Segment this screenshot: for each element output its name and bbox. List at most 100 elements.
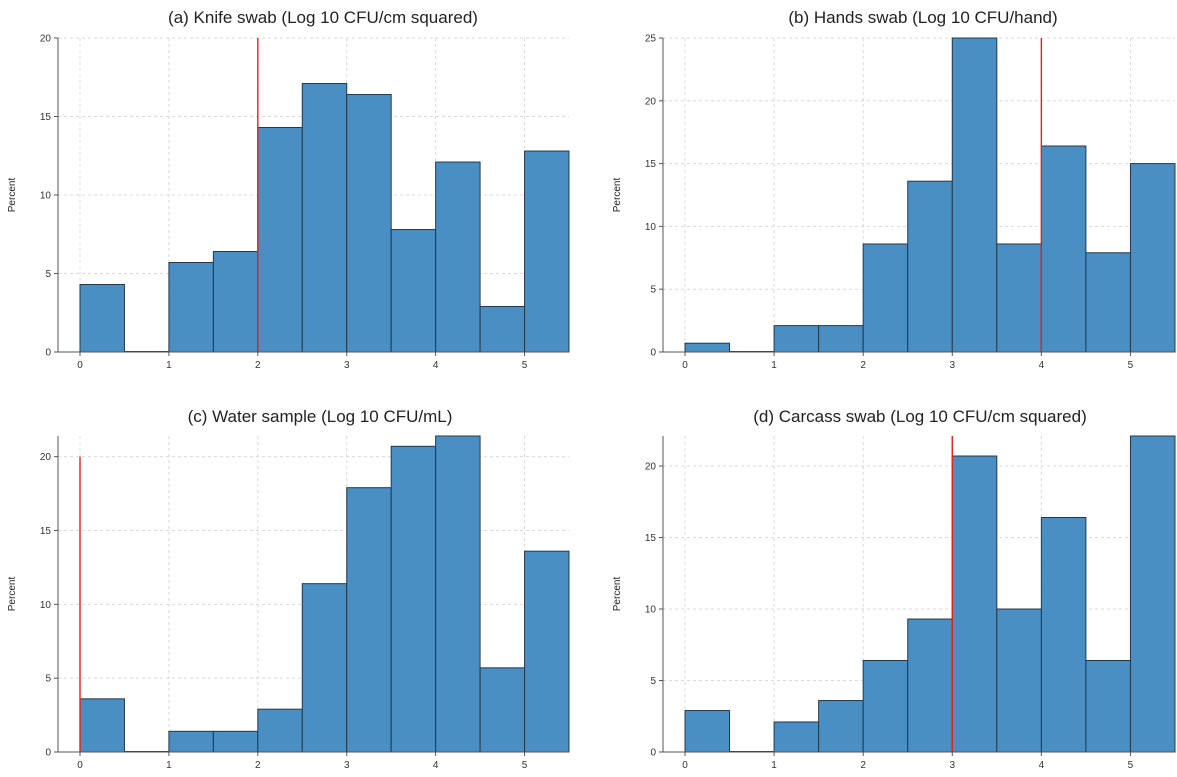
panel-c-bar bbox=[301, 583, 348, 753]
panel-d-xtick-label: 3 bbox=[949, 760, 955, 771]
panel-d-bar bbox=[818, 700, 864, 753]
panel-b-bar bbox=[773, 325, 820, 353]
panel-c-bar bbox=[390, 445, 437, 753]
panel-a-bar bbox=[257, 126, 303, 353]
panel-d-xtick-label: 2 bbox=[860, 760, 866, 771]
panel-d-xtick-label: 5 bbox=[1128, 760, 1134, 771]
panel-d-xtick-label: 1 bbox=[771, 760, 777, 771]
panel-b-title: (b) Hands swab (Log 10 CFU/hand) bbox=[788, 8, 1057, 27]
panel-d-bar bbox=[1040, 517, 1087, 753]
panel-a-bar bbox=[79, 283, 125, 353]
panel-c-xtick-label: 0 bbox=[77, 760, 83, 771]
panel-a-xtick-label: 5 bbox=[522, 360, 528, 371]
panel-c: (c) Water sample (Log 10 CFU/mL) Percent… bbox=[7, 407, 570, 771]
panel-b-bar bbox=[862, 243, 909, 353]
panel-d-xtick-label: 4 bbox=[1039, 760, 1045, 771]
panel-c-title: (c) Water sample (Log 10 CFU/mL) bbox=[188, 407, 453, 426]
panel-d-bar bbox=[773, 721, 820, 753]
panel-a-bar bbox=[301, 83, 348, 353]
panel-c-bar bbox=[524, 550, 570, 753]
panel-c-bar bbox=[212, 730, 259, 753]
panel-a-ylabel: Percent bbox=[7, 178, 18, 213]
panel-d-bar bbox=[862, 659, 909, 753]
panel-d-ytick-label: 10 bbox=[645, 605, 657, 616]
panel-a-ytick-label: 15 bbox=[40, 112, 52, 123]
panel-d-bars bbox=[684, 435, 1176, 753]
panel-d-axes: 0 5 10 15 20 0 1 2 3 4 5 bbox=[645, 436, 1175, 771]
panel-c-ytick-label: 15 bbox=[40, 526, 52, 537]
panel-d-title: (d) Carcass swab (Log 10 CFU/cm squared) bbox=[753, 407, 1087, 426]
panel-a-xtick-label: 2 bbox=[255, 360, 261, 371]
panel-c-bar bbox=[168, 730, 214, 753]
panel-c-ytick-label: 5 bbox=[45, 674, 51, 685]
panel-b-ytick-label: 20 bbox=[645, 96, 657, 107]
panel-b-bar bbox=[1085, 252, 1131, 353]
panel-b-xtick-label: 0 bbox=[682, 360, 688, 371]
panel-a-axes: 0 5 10 15 20 0 1 2 3 4 5 bbox=[40, 34, 569, 371]
panel-b: (b) Hands swab (Log 10 CFU/hand) Percent… bbox=[612, 8, 1176, 371]
panel-a-bar bbox=[346, 94, 392, 353]
panel-b-xtick-label: 2 bbox=[860, 360, 866, 371]
panel-b-bar bbox=[1040, 145, 1087, 353]
panel-d-bar bbox=[907, 618, 953, 753]
panel-a-ytick-label: 20 bbox=[40, 34, 52, 45]
panel-d-ytick-label: 5 bbox=[650, 676, 656, 687]
panel-a-ytick-label: 5 bbox=[45, 269, 51, 280]
panel-d-ytick-label: 20 bbox=[645, 462, 657, 473]
panel-a-xtick-label: 3 bbox=[344, 360, 350, 371]
panel-c-ylabel: Percent bbox=[7, 577, 18, 612]
panel-b-xtick-label: 3 bbox=[949, 360, 955, 371]
panel-b-axes: 0 5 10 15 20 25 0 1 2 3 4 5 bbox=[645, 34, 1175, 371]
panel-c-xtick-label: 5 bbox=[522, 760, 528, 771]
panel-b-bar bbox=[996, 243, 1042, 353]
panel-a-xtick-label: 0 bbox=[77, 360, 83, 371]
panel-b-xtick-label: 4 bbox=[1039, 360, 1045, 371]
panel-a-bar bbox=[524, 150, 570, 353]
panel-d-bar bbox=[996, 608, 1042, 753]
panel-d: (d) Carcass swab (Log 10 CFU/cm squared)… bbox=[612, 407, 1176, 771]
panel-a-bar bbox=[212, 251, 259, 353]
panel-a-bar bbox=[435, 161, 481, 353]
panel-c-xtick-label: 1 bbox=[166, 760, 172, 771]
panel-c-xtick-label: 2 bbox=[255, 760, 261, 771]
panel-a-xtick-label: 4 bbox=[433, 360, 439, 371]
panel-d-bar bbox=[684, 710, 731, 753]
panel-c-bar bbox=[346, 487, 392, 753]
panel-b-bar bbox=[951, 37, 998, 353]
panel-d-bar bbox=[951, 455, 998, 753]
panel-b-bar bbox=[907, 180, 953, 353]
panel-d-xtick-label: 0 bbox=[682, 760, 688, 771]
panel-a: (a) Knife swab (Log 10 CFU/cm squared) P… bbox=[7, 8, 570, 371]
panel-d-bar bbox=[1085, 659, 1131, 753]
panel-b-xtick-label: 1 bbox=[771, 360, 777, 371]
panel-b-bar bbox=[1129, 163, 1176, 353]
panel-c-bar bbox=[435, 435, 481, 753]
panel-c-bars bbox=[79, 435, 570, 753]
panel-c-ytick-label: 10 bbox=[40, 600, 52, 611]
panel-c-ytick-label: 20 bbox=[40, 452, 52, 463]
panel-c-bar bbox=[79, 698, 125, 753]
panel-d-bar bbox=[1129, 435, 1176, 753]
panel-b-ytick-label: 10 bbox=[645, 222, 657, 233]
panel-d-ytick-label: 0 bbox=[650, 748, 656, 759]
panel-b-ytick-label: 0 bbox=[650, 348, 656, 359]
panel-c-bar bbox=[479, 667, 526, 753]
panel-a-bars bbox=[79, 83, 570, 353]
panel-c-xtick-label: 3 bbox=[344, 760, 350, 771]
panel-d-ylabel: Percent bbox=[612, 577, 623, 612]
panel-a-ytick-label: 10 bbox=[40, 191, 52, 202]
panel-a-title: (a) Knife swab (Log 10 CFU/cm squared) bbox=[168, 8, 478, 27]
panel-c-axes: 0 5 10 15 20 0 1 2 3 4 5 bbox=[40, 436, 569, 771]
panel-c-ytick-label: 0 bbox=[45, 748, 51, 759]
panel-b-ytick-label: 5 bbox=[650, 285, 656, 296]
panel-b-ytick-label: 15 bbox=[645, 159, 657, 170]
panel-c-xtick-label: 4 bbox=[433, 760, 439, 771]
panel-b-bars bbox=[684, 37, 1176, 353]
panel-a-bar bbox=[168, 262, 214, 353]
panel-a-bar bbox=[479, 305, 526, 353]
panel-b-xtick-label: 5 bbox=[1128, 360, 1134, 371]
panel-a-bar bbox=[390, 229, 437, 353]
panel-b-bar bbox=[818, 325, 864, 353]
panel-a-ytick-label: 0 bbox=[45, 348, 51, 359]
